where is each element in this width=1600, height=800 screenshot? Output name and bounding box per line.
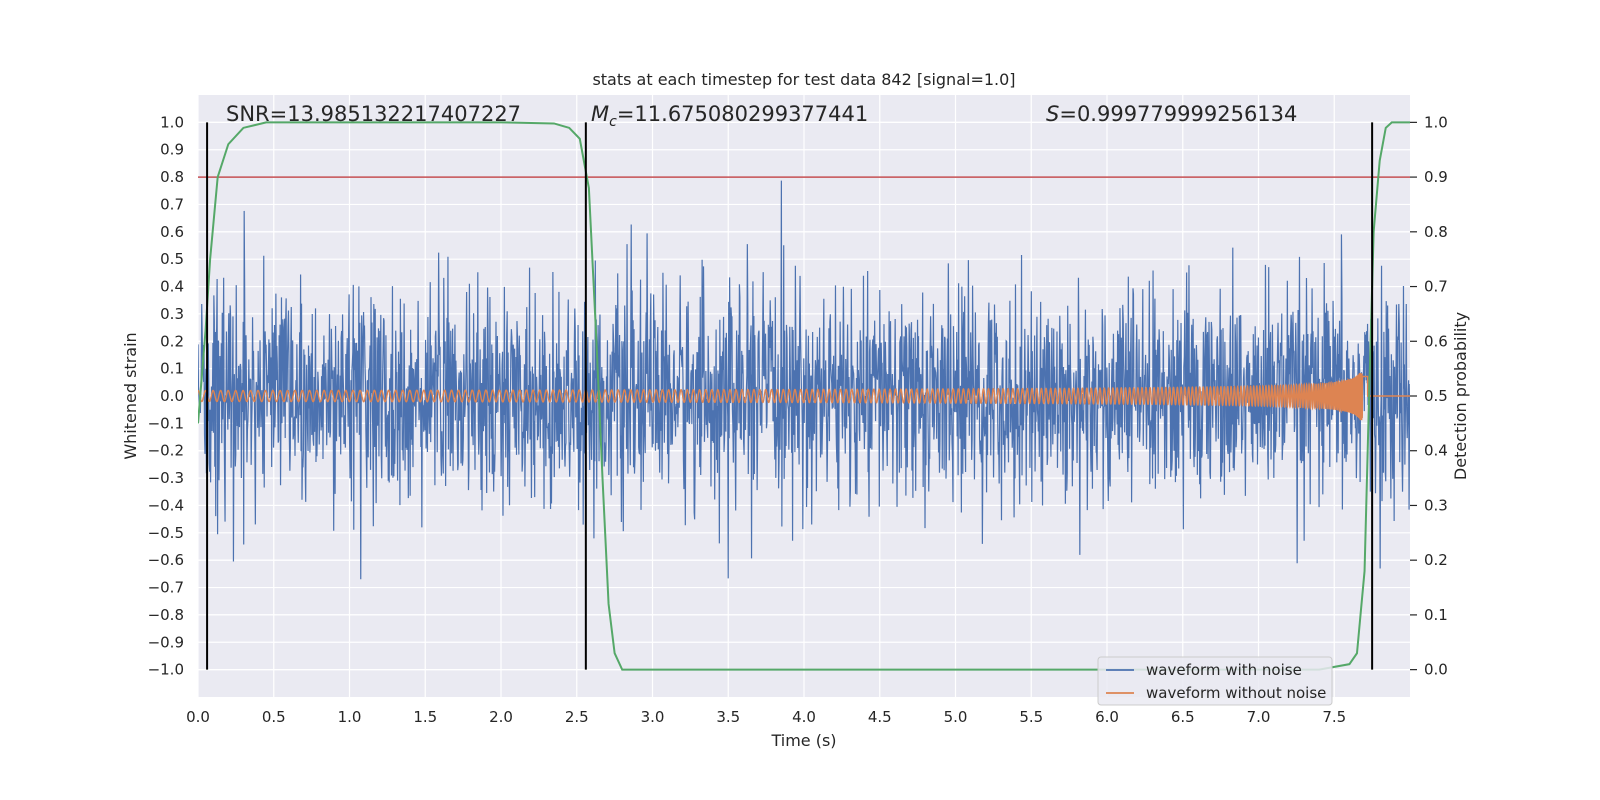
x-tick-label: 2.5 [565,708,589,726]
x-tick-label: 6.0 [1095,708,1119,726]
y-tick-label: −0.5 [148,524,184,542]
x-tick-label: 7.0 [1247,708,1271,726]
legend-label: waveform with noise [1146,661,1302,679]
y-tick-label: −0.9 [148,633,184,651]
y-tick-label: 0.2 [160,332,184,350]
y-tick-label: −0.4 [148,496,184,514]
y2-tick-label: 0.6 [1424,332,1448,350]
x-tick-label: 5.0 [944,708,968,726]
series-detection-probability [198,121,1410,671]
x-tick-label: 3.5 [716,708,740,726]
data-layer [198,121,1410,671]
y-tick-label: −0.6 [148,551,184,569]
x-tick-label: 6.5 [1171,708,1195,726]
x-tick-label: 1.5 [413,708,437,726]
snr-annotation: SNR=13.985132217407227 [226,102,521,126]
y-tick-label: 0.0 [160,387,184,405]
legend-label: waveform without noise [1146,684,1326,702]
y-tick-label: −0.2 [148,442,184,460]
y-tick-label: 0.4 [160,278,184,296]
series-waveform-with-noise [198,180,1410,580]
y-tick-label: −1.0 [148,661,184,679]
y-tick-label: −0.3 [148,469,184,487]
y-tick-label: 0.3 [160,305,184,323]
y2-tick-label: 1.0 [1424,113,1448,131]
y-tick-label: −0.7 [148,579,184,597]
s-score-annotation: S=0.999779999256134 [1046,102,1297,126]
y-tick-label: 1.0 [160,113,184,131]
x-axis-label: Time (s) [770,731,836,750]
y2-tick-label: 0.3 [1424,496,1448,514]
y2-tick-label: 0.9 [1424,168,1448,186]
x-tick-label: 4.5 [868,708,892,726]
x-tick-label: 1.0 [338,708,362,726]
y2-tick-label: 0.2 [1424,551,1448,569]
y2-tick-label: 0.0 [1424,661,1448,679]
series-waveform-without-noise [198,372,1410,421]
x-tick-label: 3.0 [641,708,665,726]
x-tick-label: 7.5 [1322,708,1346,726]
y2-tick-label: 0.7 [1424,278,1448,296]
x-tick-label: 0.0 [186,708,210,726]
y-tick-label: 0.7 [160,195,184,213]
y-tick-label: 0.8 [160,168,184,186]
x-tick-label: 5.5 [1019,708,1043,726]
ticks: 0.0 0.5 1.0 1.5 2.0 2.5 3.0 3.5 4.0 4.5 5.0 5.5 6.0 6… [148,113,1448,726]
x-tick-label: 0.5 [262,708,286,726]
x-tick-label: 4.0 [792,708,816,726]
y-tick-label: −0.1 [148,414,184,432]
y-tick-label: 0.6 [160,223,184,241]
x-tick-label: 2.0 [489,708,513,726]
y2-axis-label: Detection probability [1451,312,1470,480]
chart-title: stats at each timestep for test data 842… [592,70,1015,89]
y-tick-label: −0.8 [148,606,184,624]
y2-tick-label: 0.5 [1424,387,1448,405]
annotations: SNR=13.985132217407227 Mc=11.675080299377… [226,102,1297,130]
y2-tick-label: 0.8 [1424,223,1448,241]
y-axis-label: Whitened strain [121,332,140,459]
y2-tick-label: 0.4 [1424,442,1448,460]
y2-tick-label: 0.1 [1424,606,1448,624]
chirp-mass-annotation: Mc=11.675080299377441 [591,102,868,130]
legend-box [1097,656,1333,706]
y-tick-label: 0.9 [160,141,184,159]
y-tick-label: 0.5 [160,250,184,268]
y-tick-label: 0.1 [160,360,184,378]
legend: waveform with noise waveform without nois… [1097,656,1333,706]
